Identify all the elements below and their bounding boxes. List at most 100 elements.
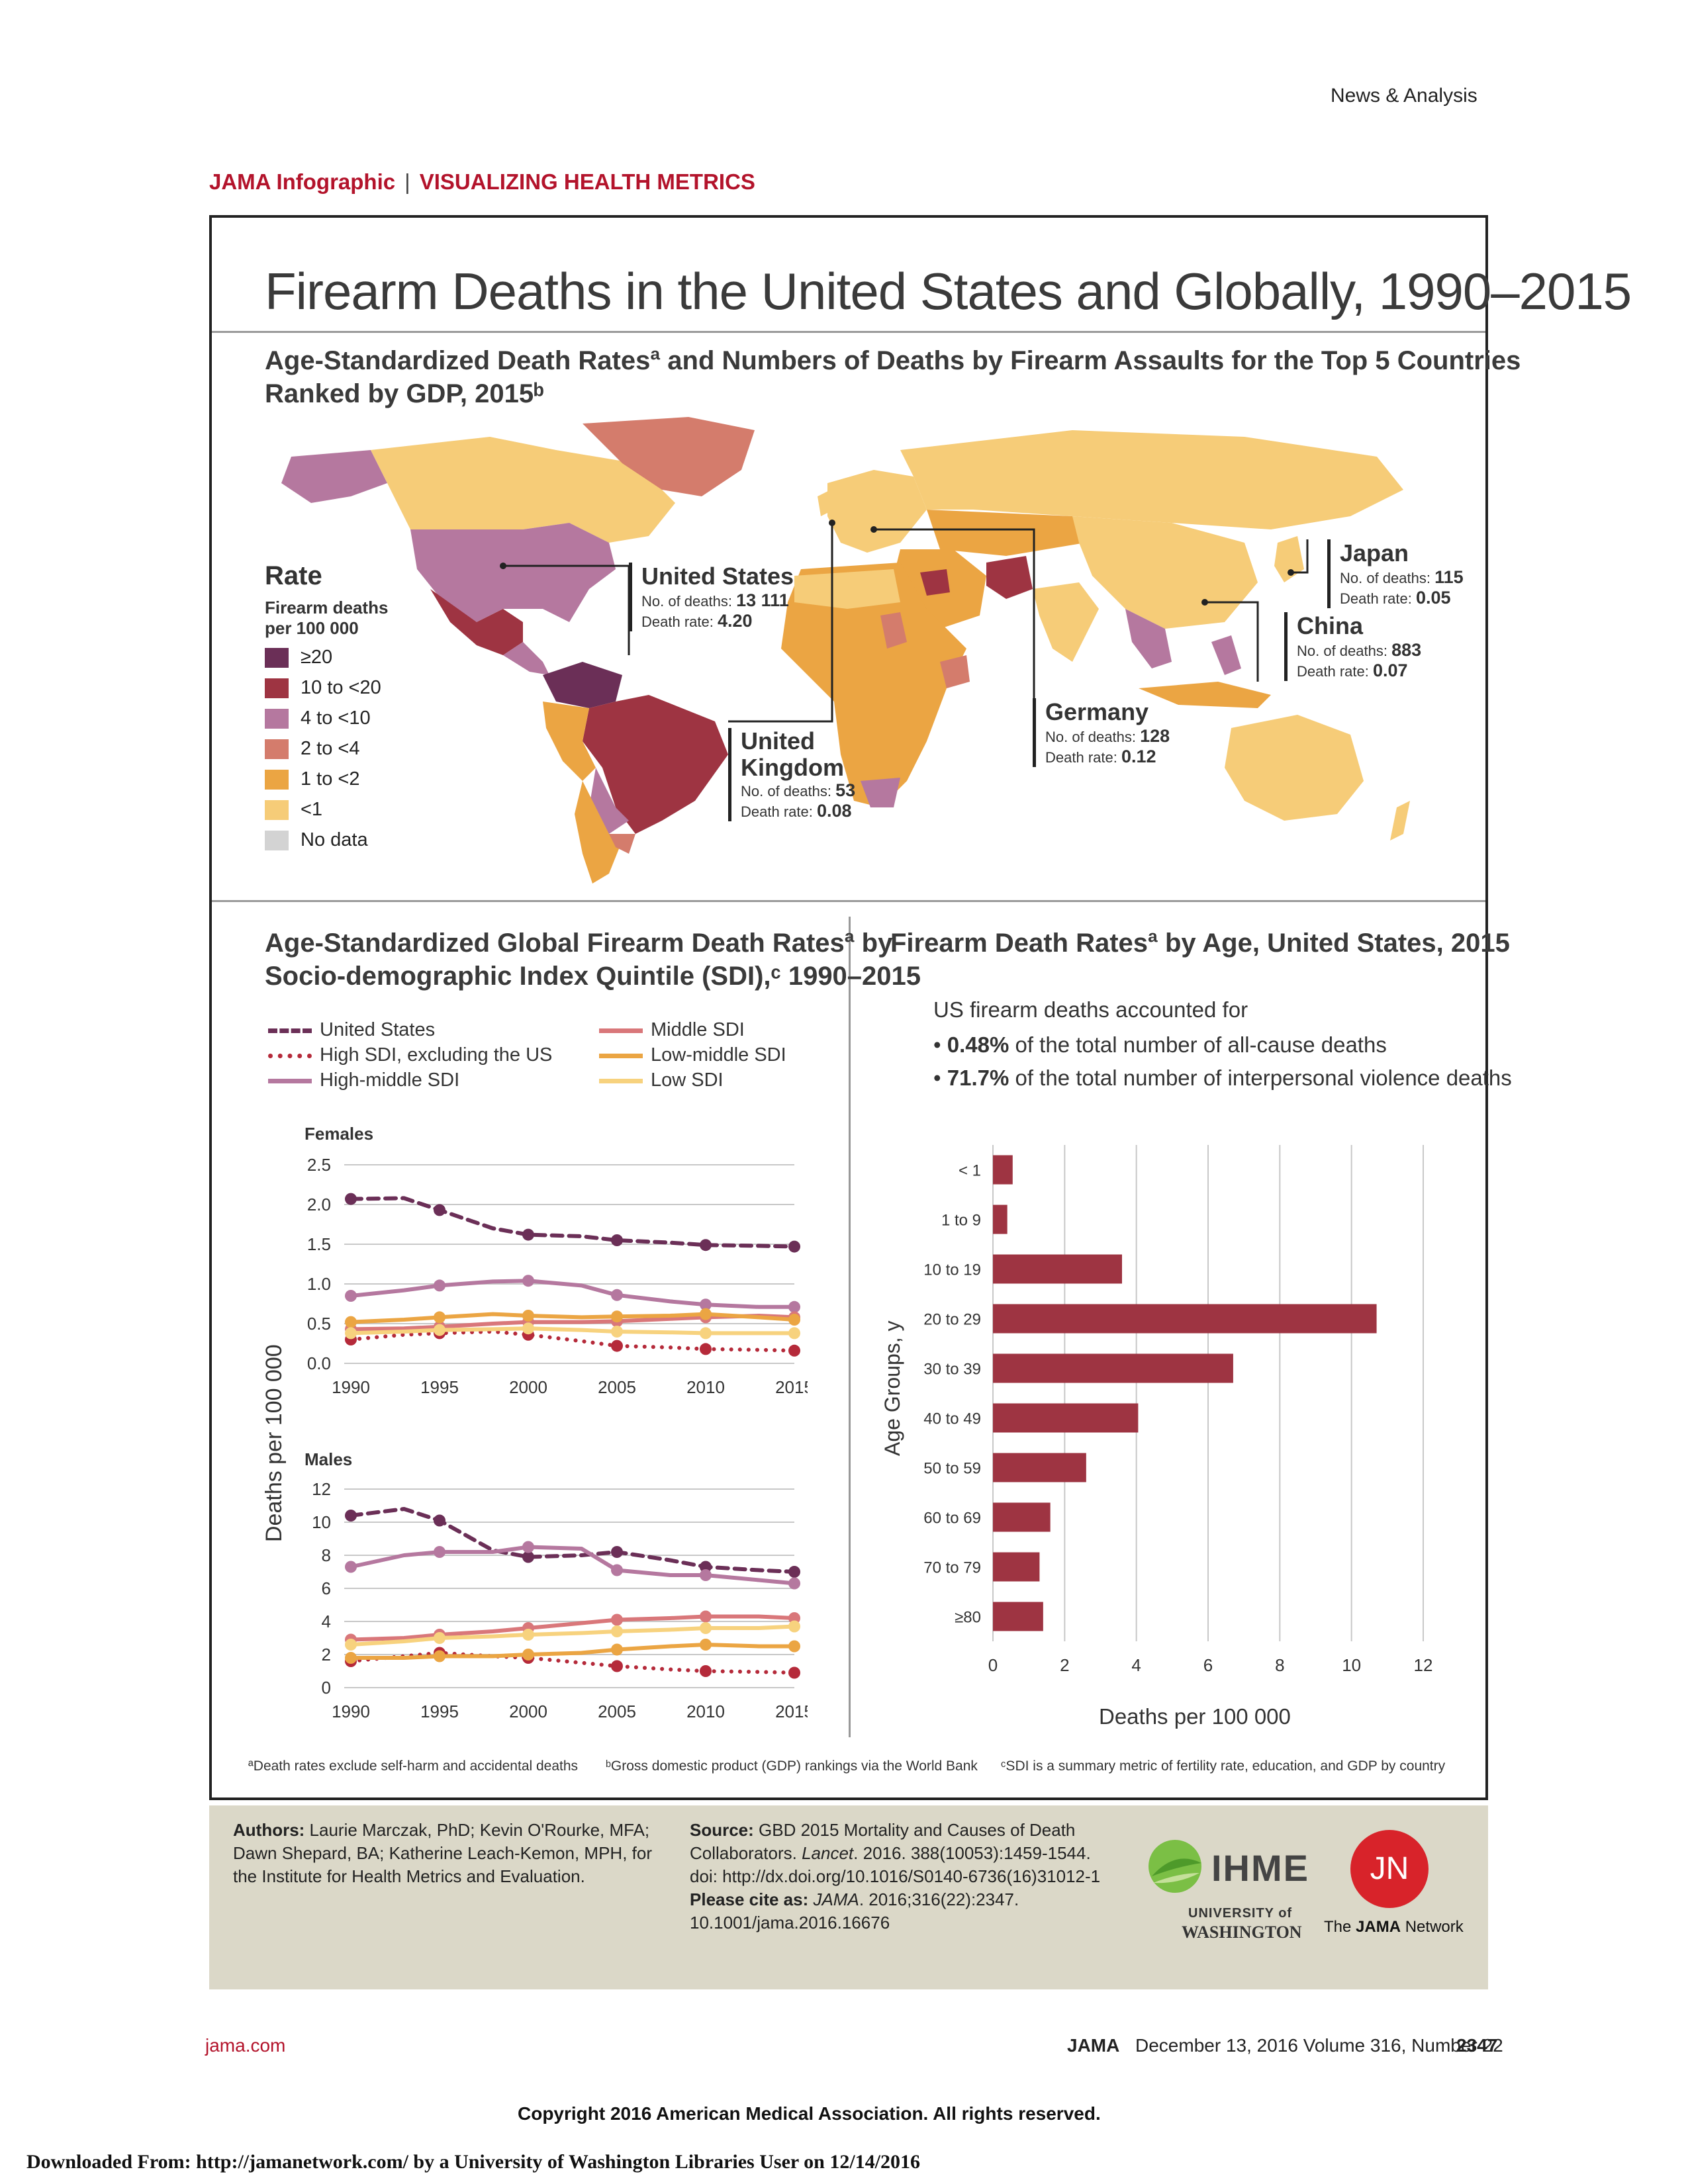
series-line [349, 1312, 796, 1324]
data-point [434, 1279, 445, 1292]
legend-item: 1 to <2 [265, 768, 360, 790]
males-title: Males [305, 1449, 353, 1469]
rate-value: 0.12 [1121, 747, 1156, 766]
source-text: GBD 2015 Mortality and Causes of Death C… [690, 1820, 1076, 1864]
deaths-value: 128 [1140, 726, 1170, 746]
category-label: < 1 [959, 1162, 981, 1180]
data-point [434, 1632, 445, 1644]
data-point [788, 1300, 800, 1313]
age-y-axis-label: Age Groups, y [880, 1320, 904, 1456]
data-point [788, 1666, 800, 1679]
data-point [700, 1343, 712, 1355]
legend-line-solid [599, 1053, 643, 1058]
leader-china [1205, 601, 1259, 682]
section-label: News & Analysis [1331, 85, 1477, 107]
series-line [349, 1330, 796, 1353]
map-china [1072, 516, 1258, 629]
data-point [700, 1561, 712, 1573]
authors: Authors: Laurie Marczak, PhD; Kevin O'Ro… [233, 1819, 670, 1888]
uw-logo-line2: WASHINGTON [1182, 1923, 1302, 1942]
x-tick-label: 1995 [420, 1377, 459, 1397]
legend-line-solid [268, 1078, 312, 1083]
category-label: 30 to 39 [923, 1361, 981, 1379]
series-line [349, 1614, 796, 1642]
data-point [788, 1314, 800, 1326]
deaths-label: No. of deaths: [1340, 570, 1430, 586]
data-point [522, 1310, 534, 1322]
infographic-header: JAMA Infographic | VISUALIZING HEALTH METR… [209, 169, 755, 195]
x-tick-label: 2 [1060, 1655, 1069, 1675]
legend-swatch [265, 709, 289, 729]
y-tick-label: 2 [322, 1645, 331, 1664]
data-point [611, 1234, 623, 1246]
legend-line-dotted [268, 1053, 312, 1058]
data-point [522, 1649, 534, 1661]
x-tick-label: 1995 [420, 1702, 459, 1721]
bar [993, 1602, 1043, 1631]
bar [993, 1353, 1233, 1383]
map-legend: Rate Firearm deaths per 100 000 ≥20 10 t… [265, 561, 388, 858]
data-point [522, 1275, 534, 1287]
legend-label: 2 to <4 [301, 738, 360, 759]
data-point [788, 1640, 800, 1653]
category-label: 1 to 9 [941, 1212, 981, 1230]
legend-label: <1 [301, 799, 323, 820]
data-point [700, 1308, 712, 1320]
map-uk [818, 490, 834, 516]
category-label: ≥80 [955, 1609, 981, 1627]
legend-label: Low SDI [651, 1069, 724, 1091]
cite-rest: . 2016;316(22):2347. 10.1001/jama.2016.1… [690, 1889, 1019, 1933]
legend-item: 4 to <10 [265, 707, 371, 729]
x-tick-label: 8 [1275, 1655, 1284, 1675]
legend-label: 4 to <10 [301, 707, 371, 729]
header-right: VISUALIZING HEALTH METRICS [419, 169, 755, 194]
legend-label: 1 to <2 [301, 768, 360, 790]
legend-list: ≥20 10 to <20 4 to <10 2 to <4 1 to <2 <… [265, 647, 388, 858]
data-point [345, 1639, 357, 1651]
jn-caption-bold: JAMA [1356, 1918, 1401, 1936]
map-philippines [1211, 635, 1241, 675]
legend-label: 10 to <20 [301, 677, 381, 698]
legend-swatch [265, 678, 289, 699]
map-iraq [920, 569, 950, 596]
download-stamp: Downloaded From: http://jamanetwork.com/… [26, 2151, 921, 2173]
cite-journal: JAMA [813, 1889, 859, 1910]
legend-swatch [265, 770, 289, 790]
map-sudan [880, 612, 907, 649]
bullet-text: of the total number of interpersonal vio… [1009, 1066, 1512, 1090]
data-point [434, 1204, 445, 1216]
callout-rate: Death rate: 0.12 [1045, 747, 1170, 767]
legend-label: No data [301, 829, 368, 850]
source: Source: GBD 2015 Mortality and Causes of… [690, 1819, 1113, 1934]
deaths-value: 13 111 [736, 590, 789, 610]
data-point [788, 1240, 800, 1253]
line-legend-high-middle: High-middle SDI [268, 1069, 459, 1091]
jn-caption-post: Network [1401, 1918, 1464, 1936]
data-point [434, 1311, 445, 1324]
legend-subtitle-1: Firearm deaths [265, 598, 389, 617]
y-tick-label: 8 [322, 1545, 331, 1565]
deaths-label: No. of deaths: [1045, 729, 1136, 745]
authors-text: Laurie Marczak, PhD; Kevin O'Rourke, MFA… [233, 1820, 652, 1887]
map-south-africa [861, 778, 900, 807]
ihme-leaf-icon [1149, 1840, 1201, 1893]
deaths-label: No. of deaths: [741, 783, 831, 800]
map-united-states [410, 523, 616, 622]
age-x-axis-label: Deaths per 100 000 [1099, 1704, 1291, 1729]
site-link[interactable]: jama.com [205, 2035, 286, 2056]
data-point [434, 1650, 445, 1662]
bar [993, 1502, 1051, 1532]
rate-label: Death rate: [1340, 590, 1412, 607]
x-tick-label: 10 [1342, 1655, 1361, 1675]
data-point [611, 1310, 623, 1323]
legend-item: 10 to <20 [265, 677, 381, 699]
data-point [611, 1340, 623, 1352]
map-brazil [583, 695, 728, 834]
map-heading: Age-Standardized Death Ratesª and Number… [265, 344, 1521, 410]
data-point [611, 1289, 623, 1301]
legend-label: Middle SDI [651, 1019, 745, 1040]
callout-deaths: No. of deaths: 13 111 [641, 590, 794, 611]
y-tick-label: 12 [312, 1479, 331, 1499]
data-point [522, 1551, 534, 1563]
y-tick-label: 0.5 [307, 1314, 331, 1334]
